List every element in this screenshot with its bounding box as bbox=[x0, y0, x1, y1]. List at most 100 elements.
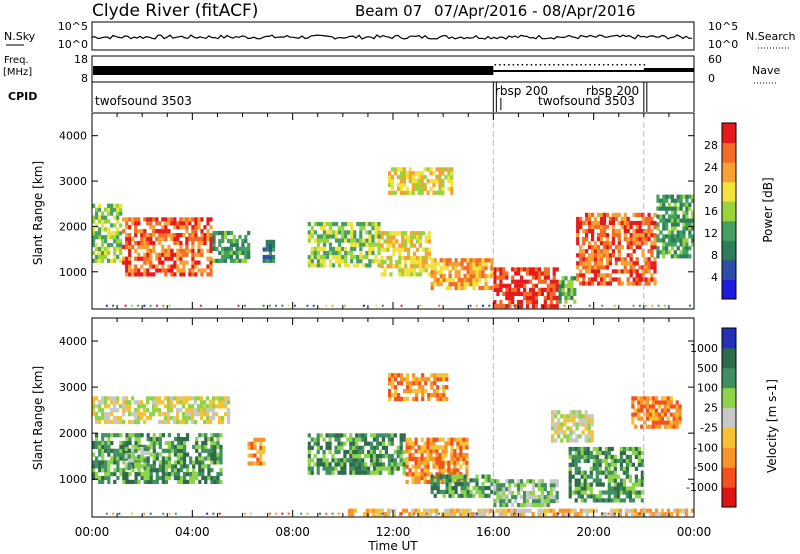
heatmap-cell bbox=[362, 263, 366, 268]
heatmap-cell bbox=[650, 261, 654, 266]
heatmap-cell bbox=[617, 237, 621, 242]
heatmap-cell bbox=[107, 444, 111, 449]
heatmap-cell bbox=[162, 304, 165, 307]
heatmap-cell bbox=[188, 396, 192, 401]
heatmap-cell bbox=[167, 252, 171, 257]
heatmap-cell bbox=[227, 412, 231, 417]
heatmap-cell bbox=[424, 235, 428, 240]
heatmap-cell bbox=[262, 445, 266, 450]
heatmap-cell bbox=[646, 404, 650, 409]
heatmap-cell bbox=[588, 508, 592, 513]
heatmap-cell bbox=[95, 211, 99, 216]
heatmap-cell bbox=[682, 254, 686, 259]
heatmap-cell bbox=[161, 248, 165, 253]
heatmap-cell bbox=[92, 396, 96, 401]
heatmap-cell bbox=[450, 190, 454, 195]
heatmap-cell bbox=[502, 283, 506, 288]
heatmap-cell bbox=[122, 400, 126, 405]
heatmap-cell bbox=[407, 272, 411, 277]
heatmap-cell bbox=[676, 246, 680, 251]
heatmap-cell bbox=[665, 206, 669, 211]
heatmap-cell bbox=[307, 234, 311, 239]
heatmap-cell bbox=[152, 404, 156, 409]
heatmap-cell bbox=[238, 234, 242, 240]
heatmap-cell bbox=[137, 446, 141, 451]
heatmap-cell bbox=[101, 412, 105, 417]
heatmap-cell bbox=[567, 295, 571, 300]
heatmap-cell bbox=[417, 175, 421, 180]
heatmap-cell bbox=[648, 512, 652, 517]
heatmap-cell bbox=[625, 446, 629, 452]
heatmap-cell bbox=[534, 295, 538, 301]
heatmap-cell bbox=[335, 246, 339, 251]
heatmap-cell bbox=[361, 449, 365, 455]
heatmap-cell bbox=[152, 400, 156, 405]
heatmap-cell bbox=[394, 373, 398, 378]
heatmap-cell bbox=[634, 446, 638, 452]
heatmap-cell bbox=[405, 186, 409, 191]
heatmap-cell bbox=[625, 454, 629, 459]
heatmap-cell bbox=[436, 282, 440, 287]
heatmap-cell bbox=[660, 508, 665, 513]
heatmap-cell bbox=[101, 460, 105, 465]
heatmap-cell bbox=[101, 464, 105, 469]
heatmap-cell bbox=[212, 416, 216, 421]
heatmap-cell bbox=[436, 373, 440, 378]
heatmap-cell bbox=[654, 512, 659, 517]
heatmap-cell bbox=[487, 274, 491, 279]
heatmap-cell bbox=[638, 281, 642, 286]
heatmap-cell bbox=[219, 472, 223, 477]
heatmap-cell bbox=[125, 260, 129, 265]
heatmap-cell bbox=[453, 464, 457, 469]
heatmap-cell bbox=[170, 233, 174, 238]
heatmap-cell bbox=[617, 249, 621, 254]
heatmap-cell bbox=[119, 419, 123, 425]
heatmap-cell bbox=[584, 422, 588, 427]
heatmap-cell bbox=[186, 472, 190, 477]
heatmap-cell bbox=[638, 512, 641, 515]
colorbar-tick-label: 16 bbox=[704, 205, 718, 218]
heatmap-cell bbox=[611, 277, 615, 282]
heatmap-cell bbox=[101, 396, 105, 401]
heatmap-cell bbox=[235, 254, 239, 259]
heatmap-cell bbox=[657, 400, 662, 405]
heatmap-cell bbox=[399, 182, 403, 188]
heatmap-cell bbox=[478, 278, 482, 283]
heatmap-cell bbox=[113, 258, 117, 263]
heatmap-cell bbox=[209, 408, 213, 413]
heatmap-cell bbox=[152, 460, 156, 465]
heatmap-cell bbox=[210, 433, 214, 438]
heatmap-cell bbox=[525, 304, 530, 309]
heatmap-cell bbox=[176, 396, 180, 401]
heatmap-cell bbox=[380, 243, 384, 248]
heatmap-cell bbox=[581, 414, 585, 419]
heatmap-cell bbox=[201, 448, 205, 453]
heatmap-cell bbox=[573, 287, 577, 293]
heatmap-cell bbox=[588, 220, 592, 226]
heatmap-cell bbox=[140, 272, 144, 277]
heatmap-cell bbox=[592, 466, 596, 471]
heatmap-cell bbox=[191, 272, 195, 277]
heatmap-cell bbox=[362, 255, 366, 260]
heatmap-cell bbox=[167, 412, 171, 417]
heatmap-cell bbox=[608, 281, 612, 286]
heatmap-cell bbox=[116, 468, 120, 473]
heatmap-cell bbox=[653, 265, 657, 270]
heatmap-cell bbox=[634, 482, 638, 487]
heatmap-cell bbox=[268, 239, 272, 244]
heatmap-cell bbox=[104, 433, 108, 438]
heatmap-cell bbox=[637, 458, 641, 463]
heatmap-cell bbox=[502, 498, 506, 504]
heatmap-cell bbox=[593, 224, 598, 230]
heatmap-cell bbox=[502, 291, 506, 296]
heatmap-cell bbox=[355, 462, 359, 467]
heatmap-cell bbox=[462, 460, 466, 465]
heatmap-cell bbox=[439, 393, 443, 398]
heatmap-cell bbox=[307, 449, 311, 455]
heatmap-cell bbox=[400, 377, 404, 382]
heatmap-cell bbox=[626, 277, 630, 282]
heatmap-cell bbox=[457, 482, 461, 487]
heatmap-cell bbox=[607, 466, 611, 471]
heatmap-cell bbox=[98, 227, 102, 232]
heatmap-cell bbox=[613, 494, 617, 499]
